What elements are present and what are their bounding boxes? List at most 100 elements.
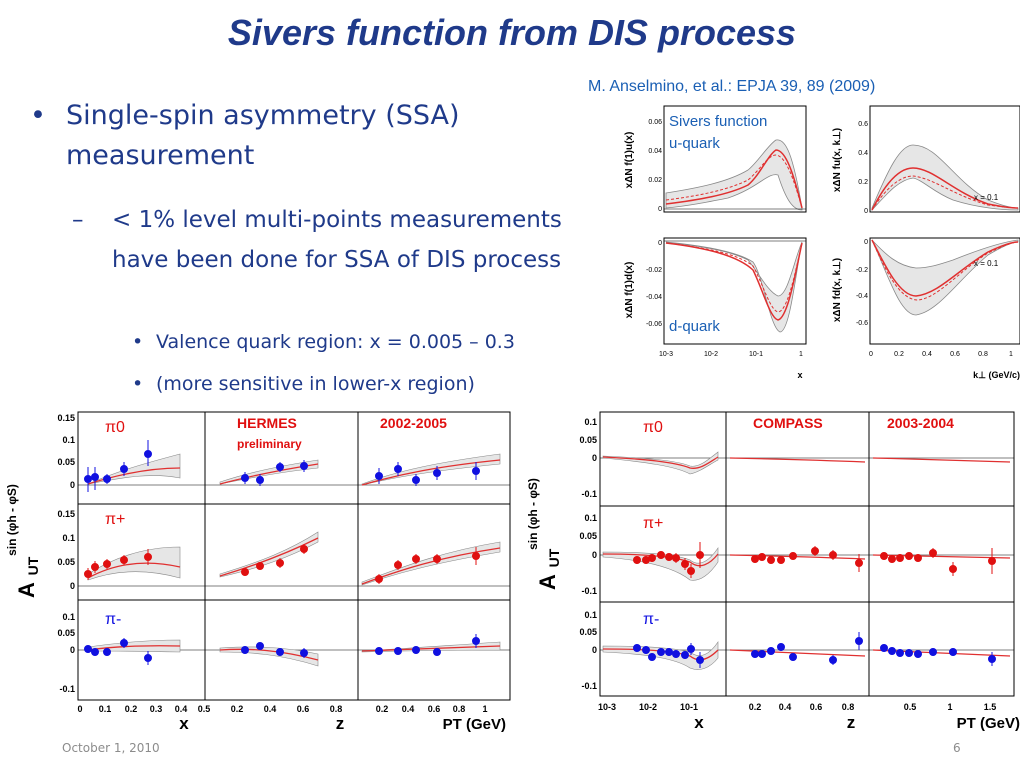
sivers-right-u-ytick: 0.4 bbox=[858, 150, 868, 157]
bullet-text: (more sensitive in lower-x region) bbox=[156, 373, 475, 395]
compass-xtick: 0.6 bbox=[810, 702, 823, 712]
compass-ytick: -0.1 bbox=[581, 489, 597, 499]
hermes-xlabel-z: z bbox=[336, 714, 345, 733]
hermes-xtick: 0 bbox=[77, 704, 82, 714]
hermes-ytick: 0.1 bbox=[62, 533, 75, 543]
bullet-dot-icon: • bbox=[132, 373, 144, 395]
sivers-right-d-curve bbox=[871, 239, 1019, 297]
compass-ylabel-A: A bbox=[535, 574, 560, 590]
hermes-ytick: 0.1 bbox=[62, 612, 75, 622]
compass-ytick: -0.1 bbox=[581, 681, 597, 691]
compass-ytick: 0 bbox=[592, 645, 597, 655]
compass-years: 2003-2004 bbox=[887, 415, 954, 431]
sivers-right-ylabel-d: xΔN fd(x, k⊥) bbox=[832, 258, 843, 322]
hermes-xtick: 0.6 bbox=[428, 704, 441, 714]
compass-xlabel-z: z bbox=[847, 713, 856, 732]
sivers-left-xlabel: x bbox=[797, 370, 802, 380]
sivers-right-xtick: 0.6 bbox=[950, 351, 960, 358]
hermes-panels bbox=[77, 411, 511, 701]
sivers-right-d-panel bbox=[869, 237, 1020, 345]
sivers-left-xtick: 10-1 bbox=[749, 351, 763, 358]
sivers-u-ytick: 0.02 bbox=[648, 177, 662, 184]
hermes-ytick: -0.1 bbox=[59, 684, 75, 694]
bullet-text: Valence quark region: x = 0.005 – 0.3 bbox=[156, 331, 515, 353]
hermes-xtick: 0.5 bbox=[198, 704, 211, 714]
sivers-label-u: u-quark bbox=[669, 135, 720, 152]
hermes-xtick: 0.8 bbox=[453, 704, 466, 714]
sivers-left-xtick: 1 bbox=[799, 351, 803, 358]
sivers-u-curve bbox=[665, 149, 803, 209]
sivers-right-xtick: 0 bbox=[869, 351, 873, 358]
hermes-yticks: 0.15 0.1 0.05 0 0.15 0.1 0.05 0 0.1 0.05… bbox=[57, 413, 75, 694]
sivers-u-curve-dashed bbox=[665, 154, 803, 209]
hermes-pi0-label: π0 bbox=[105, 419, 125, 436]
hermes-ylabel-sub: UT bbox=[25, 556, 41, 575]
bullet-text: < 1% level multi-points measurements hav… bbox=[112, 207, 562, 273]
compass-ytick: 0.1 bbox=[584, 513, 597, 523]
hermes-xtick: 0.8 bbox=[330, 704, 343, 714]
compass-pi0-label: π0 bbox=[643, 419, 663, 436]
hermes-ytick: 0.05 bbox=[57, 628, 75, 638]
sivers-left-ylabel-u: xΔN f(1)u(x) bbox=[624, 132, 635, 189]
sivers-right-ylabel-u: xΔN fu(x, k⊥) bbox=[832, 128, 843, 192]
hermes-points-red bbox=[84, 544, 480, 584]
sivers-x-note-u: x = 0.1 bbox=[974, 193, 999, 202]
sivers-right-xtick: 0.8 bbox=[978, 351, 988, 358]
hermes-xtick: 0.4 bbox=[402, 704, 415, 714]
compass-xtick: 0.5 bbox=[904, 702, 917, 712]
compass-ytick: 0 bbox=[592, 453, 597, 463]
hermes-xtick: 0.4 bbox=[264, 704, 277, 714]
hermes-ylabel-A: A bbox=[14, 582, 39, 598]
sivers-right-d-curve-dashed bbox=[871, 239, 1019, 301]
compass-points-red bbox=[633, 542, 996, 578]
sivers-right-d-band bbox=[871, 239, 1019, 316]
compass-ylabel-sub: UT bbox=[546, 548, 562, 567]
slide-title: Sivers function from DIS process bbox=[227, 12, 797, 53]
hermes-preliminary: preliminary bbox=[237, 437, 302, 451]
bullet-dot-icon: • bbox=[30, 100, 46, 131]
sivers-label-top: Sivers function bbox=[669, 113, 767, 130]
sivers-d-ytick: -0.04 bbox=[646, 294, 662, 301]
sivers-right-xtick: 0.4 bbox=[922, 351, 932, 358]
sivers-right-xlabel: k⊥ (GeV/c) bbox=[973, 370, 1020, 380]
hermes-xtick: 0.2 bbox=[125, 704, 138, 714]
hermes-ylabel-sup: sin (φh - φS) bbox=[5, 484, 19, 556]
sivers-label-d: d-quark bbox=[669, 318, 720, 335]
footer-date: October 1, 2010 bbox=[62, 741, 160, 755]
sivers-d-ytick: -0.02 bbox=[646, 267, 662, 274]
sivers-right-u-ytick: 0 bbox=[864, 208, 868, 215]
sivers-right-u-ytick: 0.2 bbox=[858, 179, 868, 186]
compass-ytick: 0.1 bbox=[584, 417, 597, 427]
compass-xtick: 1 bbox=[947, 702, 952, 712]
compass-xtick: 1.5 bbox=[984, 702, 997, 712]
sivers-x-note-d: x = 0.1 bbox=[974, 259, 999, 268]
hermes-xtick: 0.1 bbox=[99, 704, 112, 714]
hermes-title: HERMES bbox=[237, 415, 297, 431]
bullet-text: Single-spin asymmetry (SSA) measurement bbox=[66, 100, 460, 171]
reference-citation: M. Anselmino, et al.: EPJA 39, 89 (2009) bbox=[588, 78, 876, 95]
hermes-xtick: 0.2 bbox=[231, 704, 244, 714]
sivers-d-panel bbox=[663, 237, 807, 345]
compass-points-blue bbox=[633, 632, 996, 668]
hermes-xticks: 0 0.1 0.2 0.3 0.4 0.5 0.2 0.4 0.6 0.8 0.… bbox=[77, 704, 487, 714]
sivers-right-xtick: 1 bbox=[1009, 351, 1013, 358]
compass-xtick: 0.4 bbox=[779, 702, 792, 712]
compass-ytick: 0.1 bbox=[584, 610, 597, 620]
sivers-left-xtick: 10-3 bbox=[659, 351, 673, 358]
hermes-xtick: 0.2 bbox=[376, 704, 389, 714]
hermes-years: 2002-2005 bbox=[380, 415, 447, 431]
sivers-u-ytick: 0 bbox=[658, 206, 662, 213]
compass-panels bbox=[599, 411, 1015, 697]
sivers-d-ytick: -0.06 bbox=[646, 321, 662, 328]
hermes-ytick: 0 bbox=[70, 480, 75, 490]
hermes-xtick: 1 bbox=[482, 704, 487, 714]
hermes-piplus-label: π+ bbox=[105, 511, 125, 528]
hermes-curves bbox=[87, 459, 501, 661]
hermes-ytick: 0 bbox=[70, 581, 75, 591]
compass-ylabel-sup: sin (φh - φS) bbox=[526, 478, 540, 550]
compass-xticks: 10-3 10-2 10-1 0.2 0.4 0.6 0.8 0.5 1 1.5 bbox=[598, 702, 996, 712]
hermes-ytick: 0 bbox=[70, 645, 75, 655]
hermes-ytick: 0.15 bbox=[57, 413, 75, 423]
compass-xtick: 10-1 bbox=[680, 702, 698, 712]
sivers-right-d-ytick: -0.2 bbox=[856, 267, 868, 274]
